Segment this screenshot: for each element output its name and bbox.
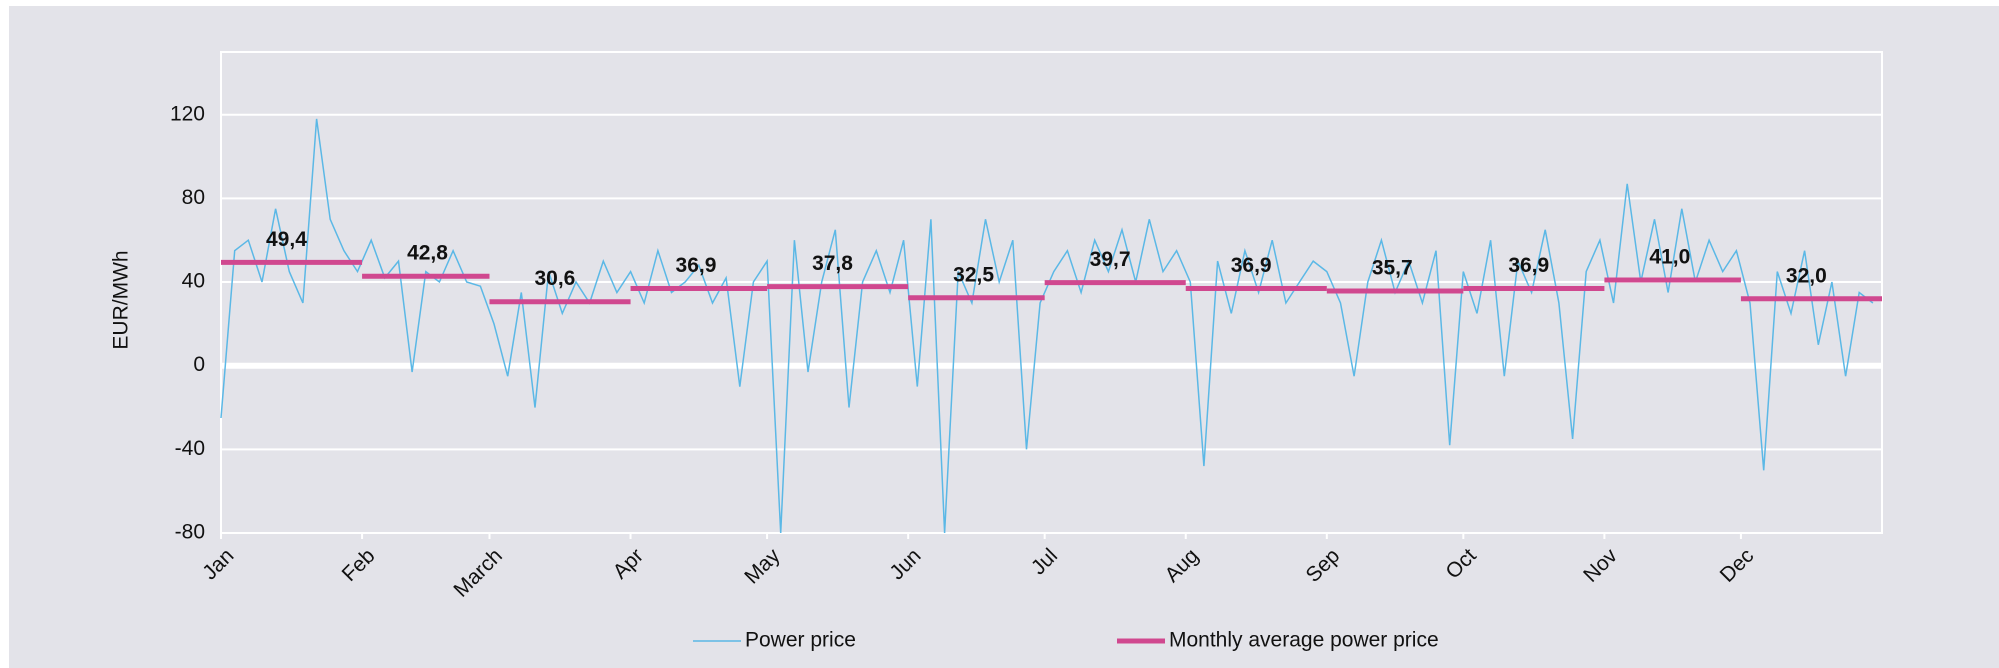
value-label: 42,8: [407, 242, 448, 265]
top-band: [0, 0, 1999, 6]
x-tick-label: Oct: [1441, 544, 1480, 583]
price-line: [220, 118, 1874, 534]
y-tick-label: 80: [182, 186, 205, 209]
value-label: 30,6: [534, 267, 575, 290]
legend-label: Power price: [745, 629, 856, 652]
x-tick-label: Jun: [885, 544, 925, 584]
x-tick-label: Sep: [1302, 544, 1345, 587]
x-tick-label: Jan: [198, 544, 238, 584]
x-tick-label: Aug: [1161, 544, 1204, 587]
y-tick-label: 0: [193, 353, 205, 376]
left-band: [0, 0, 9, 668]
x-tick-label: Jul: [1027, 544, 1062, 579]
value-label: 36,9: [676, 254, 717, 277]
y-tick-label: -40: [175, 437, 205, 460]
x-tick-label: March: [449, 544, 507, 602]
x-tick-label: Feb: [338, 544, 380, 586]
x-tick-label: May: [740, 544, 785, 589]
value-label: 39,7: [1090, 248, 1131, 271]
value-label: 35,7: [1372, 257, 1413, 280]
value-label: 37,8: [812, 252, 853, 275]
y-tick-label: -80: [175, 521, 205, 544]
legend-label: Monthly average power price: [1169, 629, 1439, 652]
value-label: 32,5: [953, 263, 994, 286]
value-label: 32,0: [1786, 264, 1827, 287]
y-tick-label: 120: [170, 102, 205, 125]
value-label: 36,9: [1231, 254, 1272, 277]
y-axis-label: EUR/MWh: [110, 250, 133, 349]
value-label: 41,0: [1649, 245, 1690, 268]
x-tick-label: Apr: [609, 544, 648, 583]
x-tick-label: Dec: [1716, 544, 1759, 587]
value-label: 49,4: [266, 228, 307, 251]
value-label: 36,9: [1508, 254, 1549, 277]
x-tick-label: Nov: [1579, 544, 1622, 587]
y-tick-label: 40: [182, 270, 205, 293]
plot-frame: [220, 51, 1883, 534]
